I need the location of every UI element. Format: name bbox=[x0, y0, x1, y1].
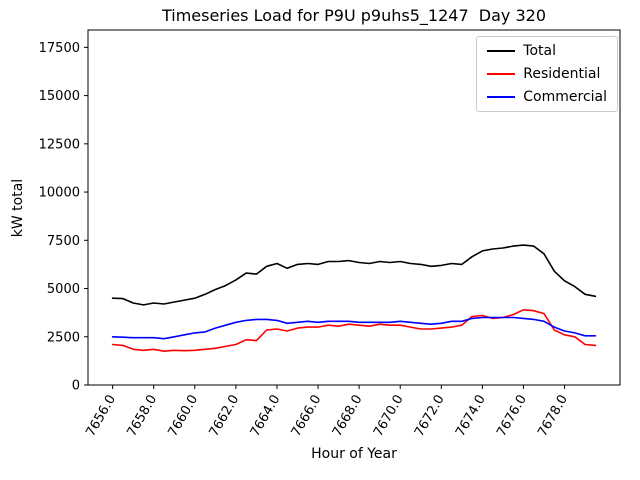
x-axis-label: Hour of Year bbox=[311, 446, 397, 462]
legend: Total Residential Commercial bbox=[476, 36, 618, 112]
y-tick-label: 7500 bbox=[47, 234, 80, 249]
y-tick-label: 5000 bbox=[47, 282, 80, 297]
x-tick-label: 7666.0 bbox=[289, 393, 325, 440]
y-axis-label: kW total bbox=[10, 178, 26, 238]
x-tick-label: 7664.0 bbox=[248, 393, 284, 440]
y-tick-label: 0 bbox=[72, 379, 80, 394]
x-tick-label: 7676.0 bbox=[494, 393, 530, 440]
x-tick-label: 7672.0 bbox=[412, 393, 448, 440]
x-tick-label: 7674.0 bbox=[453, 393, 489, 440]
chart-title: Timeseries Load for P9U p9uhs5_1247 Day … bbox=[161, 6, 547, 25]
legend-label-commercial: Commercial bbox=[523, 89, 607, 105]
y-tick-label: 12500 bbox=[39, 137, 80, 152]
series-line-residential bbox=[111, 308, 597, 353]
series-line-commercial bbox=[111, 316, 597, 340]
x-tick-label: 7656.0 bbox=[83, 393, 119, 440]
x-tick-label: 7658.0 bbox=[124, 393, 160, 440]
y-tick-label: 10000 bbox=[39, 186, 80, 201]
legend-line-residential bbox=[487, 73, 516, 75]
plot-frame bbox=[87, 29, 621, 386]
x-tick-label: 7670.0 bbox=[371, 393, 407, 440]
y-tick-label: 2500 bbox=[47, 330, 80, 345]
x-tick-label: 7660.0 bbox=[166, 393, 202, 440]
series-line-total bbox=[111, 244, 597, 306]
y-tick-label: 15000 bbox=[39, 89, 80, 104]
y-tick-label: 17500 bbox=[39, 41, 80, 56]
legend-entry-commercial: Commercial bbox=[487, 90, 607, 104]
legend-line-commercial bbox=[487, 96, 516, 98]
legend-label-residential: Residential bbox=[523, 66, 601, 82]
legend-entry-total: Total bbox=[487, 44, 607, 58]
legend-entry-residential: Residential bbox=[487, 67, 607, 81]
x-tick-label: 7678.0 bbox=[535, 393, 571, 440]
legend-line-total bbox=[487, 50, 516, 52]
x-tick-label: 7662.0 bbox=[207, 393, 243, 440]
x-tick-label: 7668.0 bbox=[330, 393, 366, 440]
legend-label-total: Total bbox=[523, 43, 556, 59]
